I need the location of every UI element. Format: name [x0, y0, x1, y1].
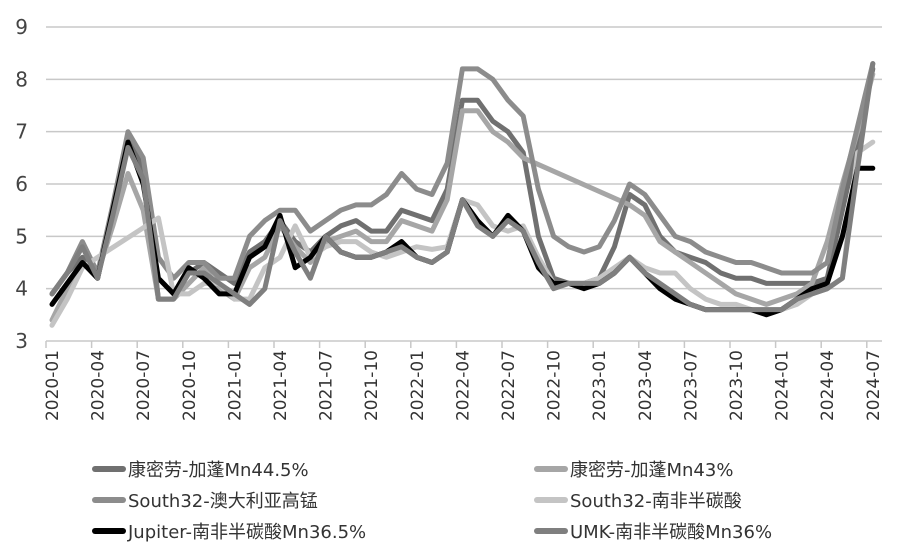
legend-label: South32-澳大利亚高锰 — [128, 491, 318, 512]
x-tick-label: 2022-10 — [545, 350, 565, 421]
x-tick-label: 2023-07 — [681, 350, 701, 421]
legend-swatch — [534, 528, 568, 534]
legend-item: South32-澳大利亚高锰 — [92, 487, 318, 513]
legend-swatch — [92, 497, 126, 503]
y-tick-label: 4 — [15, 277, 28, 301]
x-tick-label: 2021-01 — [225, 350, 245, 421]
legend-item: 康密劳-加蓬Mn43% — [534, 456, 733, 482]
series-line-5 — [49, 61, 876, 313]
x-tick-label: 2022-07 — [499, 350, 519, 421]
x-tick-label: 2020-01 — [43, 350, 63, 421]
x-tick-label: 2023-01 — [590, 350, 610, 421]
y-tick-label: 6 — [15, 172, 28, 196]
x-tick-label: 2021-07 — [317, 350, 337, 421]
x-tick-label: 2020-04 — [89, 350, 109, 421]
legend-label: 康密劳-加蓬Mn44.5% — [128, 460, 309, 481]
x-tick-label: 2020-07 — [134, 350, 154, 421]
x-tick-label: 2024-04 — [818, 350, 838, 421]
legend-item: Jupiter-南非半碳酸Mn36.5% — [92, 518, 366, 544]
x-tick-label: 2020-10 — [180, 350, 200, 421]
series-line-2 — [49, 61, 876, 297]
x-tick-label: 2023-04 — [636, 350, 656, 421]
series-lines — [49, 61, 876, 328]
x-tick-label: 2022-01 — [408, 350, 428, 421]
x-tick-label: 2021-10 — [362, 350, 382, 421]
legend-item: South32-南非半碳酸 — [534, 487, 742, 513]
x-tick-label: 2022-04 — [453, 350, 473, 421]
legend-label: UMK-南非半碳酸Mn36% — [570, 522, 773, 543]
legend-swatch — [534, 466, 568, 472]
x-tick-label: 2024-01 — [773, 350, 793, 421]
series-line-1 — [49, 71, 876, 323]
legend-label: South32-南非半碳酸 — [570, 491, 742, 512]
x-tick-label: 2021-04 — [271, 350, 291, 421]
legend-item: 康密劳-加蓬Mn44.5% — [92, 456, 309, 482]
y-tick-label: 3 — [15, 329, 28, 353]
legend-item: UMK-南非半碳酸Mn36% — [534, 518, 772, 544]
legend-label: Jupiter-南非半碳酸Mn36.5% — [128, 522, 367, 543]
legend-swatch — [92, 466, 126, 472]
y-tick-label: 5 — [15, 224, 28, 248]
x-tick-label: 2023-10 — [727, 350, 747, 421]
y-tick-label: 9 — [15, 15, 28, 39]
x-axis: 2020-01 2020-04 2020-07 2020-10 2021-01 2021-… — [43, 341, 884, 421]
y-tick-label: 8 — [15, 67, 28, 91]
legend-label: 康密劳-加蓬Mn43% — [570, 460, 734, 481]
line-chart: 3 4 5 6 7 8 9 2020-01 2020-04 2020-07 2020-10 2021… — [15, 15, 884, 421]
y-axis: 3 4 5 6 7 8 9 — [15, 15, 28, 353]
y-tick-label: 7 — [15, 120, 28, 144]
legend-swatch — [92, 528, 126, 534]
legend-swatch — [534, 497, 568, 503]
x-tick-label: 2024-07 — [864, 350, 884, 421]
